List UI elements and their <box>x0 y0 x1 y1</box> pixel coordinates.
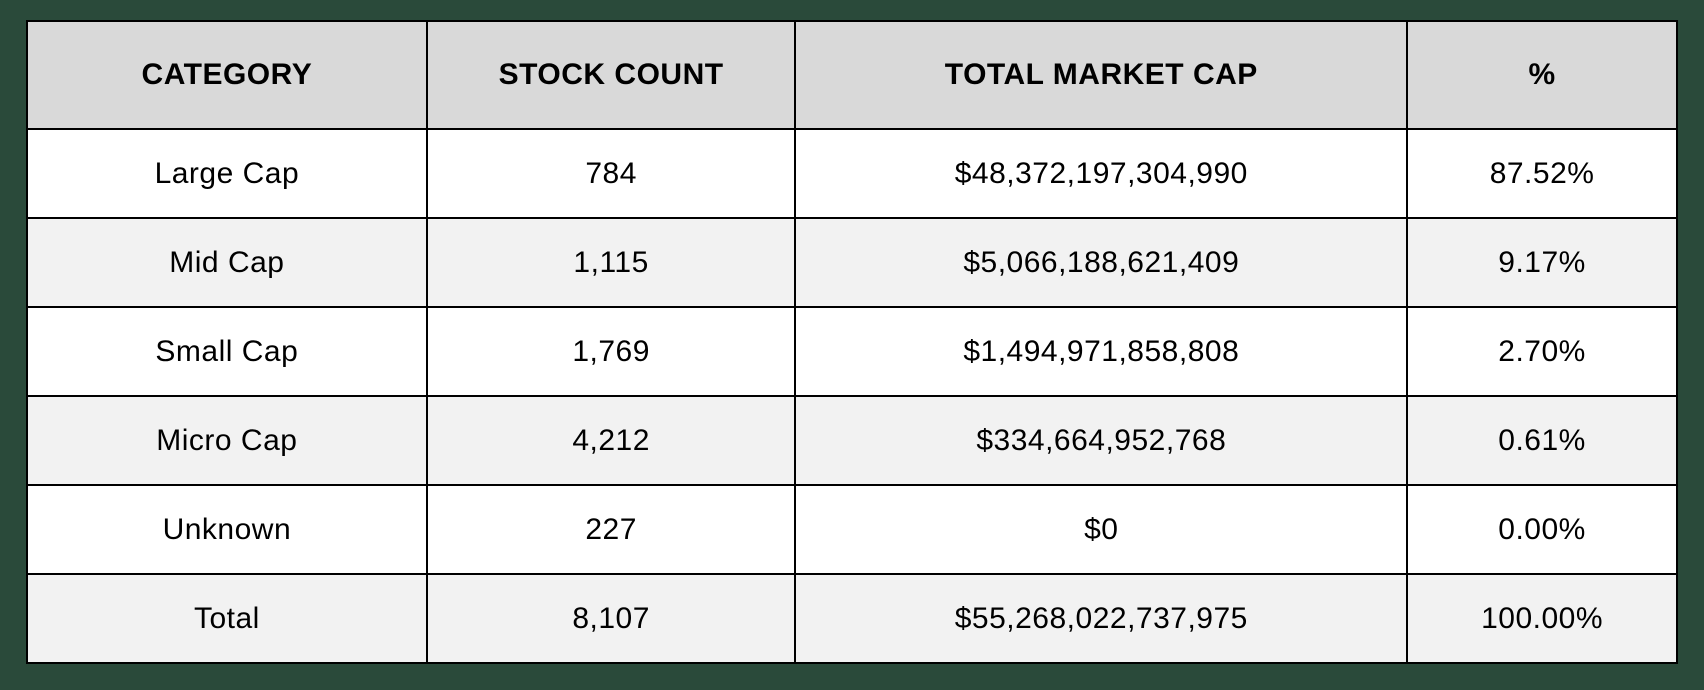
table-cell: $5,066,188,621,409 <box>795 218 1407 307</box>
col-header-category: CATEGORY <box>27 21 427 129</box>
col-header-stock-count: STOCK COUNT <box>427 21 796 129</box>
table-cell: 4,212 <box>427 396 796 485</box>
table-cell: 100.00% <box>1407 574 1677 663</box>
table-cell: $334,664,952,768 <box>795 396 1407 485</box>
table-cell: Small Cap <box>27 307 427 396</box>
table-cell: 9.17% <box>1407 218 1677 307</box>
table-cell: $0 <box>795 485 1407 574</box>
table-cell: Micro Cap <box>27 396 427 485</box>
table-cell: 1,115 <box>427 218 796 307</box>
table-cell: 1,769 <box>427 307 796 396</box>
col-header-total-market-cap: TOTAL MARKET CAP <box>795 21 1407 129</box>
table-row: Large Cap784$48,372,197,304,99087.52% <box>27 129 1677 218</box>
table-row: Small Cap1,769$1,494,971,858,8082.70% <box>27 307 1677 396</box>
table-header-row: CATEGORY STOCK COUNT TOTAL MARKET CAP % <box>27 21 1677 129</box>
table-cell: 227 <box>427 485 796 574</box>
table-cell: 0.00% <box>1407 485 1677 574</box>
table-cell: 0.61% <box>1407 396 1677 485</box>
col-header-percent: % <box>1407 21 1677 129</box>
table-cell: 2.70% <box>1407 307 1677 396</box>
market-cap-table: CATEGORY STOCK COUNT TOTAL MARKET CAP % … <box>26 20 1678 664</box>
table-cell: Unknown <box>27 485 427 574</box>
table-container: CATEGORY STOCK COUNT TOTAL MARKET CAP % … <box>0 0 1704 690</box>
table-cell: $1,494,971,858,808 <box>795 307 1407 396</box>
table-cell: 87.52% <box>1407 129 1677 218</box>
table-cell: Mid Cap <box>27 218 427 307</box>
table-cell: $48,372,197,304,990 <box>795 129 1407 218</box>
table-row: Mid Cap1,115$5,066,188,621,4099.17% <box>27 218 1677 307</box>
table-row: Unknown227$00.00% <box>27 485 1677 574</box>
table-cell: 8,107 <box>427 574 796 663</box>
table-cell: $55,268,022,737,975 <box>795 574 1407 663</box>
table-cell: Large Cap <box>27 129 427 218</box>
table-row: Micro Cap4,212$334,664,952,7680.61% <box>27 396 1677 485</box>
table-cell: Total <box>27 574 427 663</box>
table-row: Total8,107$55,268,022,737,975100.00% <box>27 574 1677 663</box>
table-cell: 784 <box>427 129 796 218</box>
